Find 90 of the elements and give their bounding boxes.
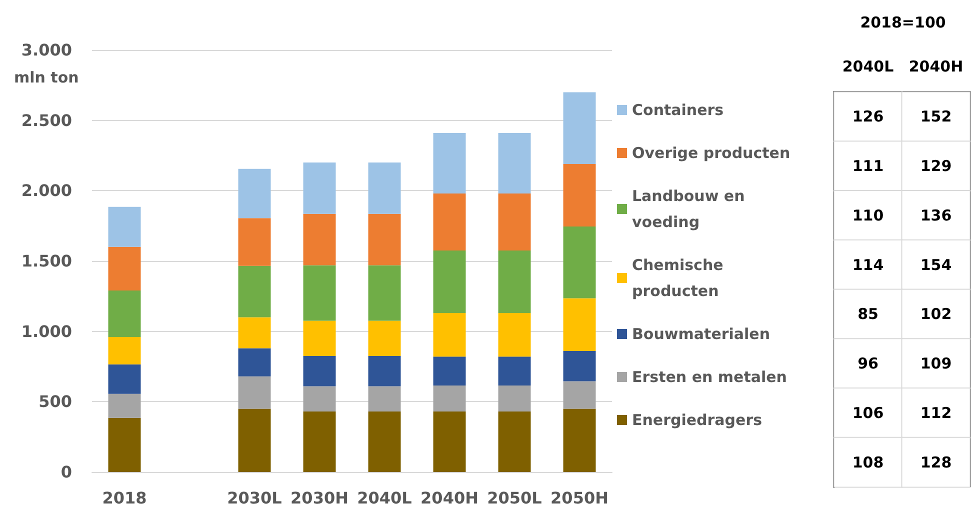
data-label: 136 xyxy=(920,206,952,224)
y-axis-title: mln ton xyxy=(14,68,79,86)
data-label: 106 xyxy=(852,404,884,422)
legend-label: Containers xyxy=(632,101,724,119)
bar xyxy=(433,385,466,412)
y-tick-label: 1.500 xyxy=(21,252,72,270)
bar xyxy=(433,193,466,250)
data-label: 114 xyxy=(852,256,884,274)
bar xyxy=(303,320,336,356)
bar xyxy=(498,250,531,314)
y-tick-label: 0 xyxy=(60,462,72,482)
bar xyxy=(368,320,401,356)
data-label: 111 xyxy=(852,157,884,176)
bar xyxy=(563,298,596,352)
bar xyxy=(108,336,141,364)
x-tick-label: 2018 xyxy=(102,488,147,508)
x-tick-label: 2030L xyxy=(227,488,282,508)
data-label: 112 xyxy=(920,404,952,422)
bar xyxy=(108,364,141,394)
bar xyxy=(368,356,401,386)
bar xyxy=(108,206,141,247)
data-label: 102 xyxy=(920,305,952,324)
data-label: 152 xyxy=(920,108,952,126)
bar xyxy=(498,313,531,357)
bar xyxy=(498,356,531,386)
data-label: 126 xyxy=(852,108,884,126)
bar xyxy=(433,412,466,472)
bar xyxy=(238,408,271,472)
legend-label: Energiedragers xyxy=(632,411,762,429)
bar xyxy=(563,381,596,409)
bar xyxy=(238,218,271,266)
data-label: 129 xyxy=(920,157,952,176)
bar xyxy=(303,265,336,321)
x-tick-label: 2040H xyxy=(420,488,478,508)
bar xyxy=(303,162,336,214)
x-tick-label: 2050H xyxy=(550,488,608,508)
bar xyxy=(303,356,336,386)
bar xyxy=(303,214,336,266)
bar xyxy=(238,168,271,218)
bar xyxy=(498,385,531,412)
data-label: 128 xyxy=(920,453,952,472)
bar xyxy=(368,214,401,266)
y-tick-label: 1.000 xyxy=(21,322,72,341)
bar xyxy=(433,313,466,357)
bar xyxy=(238,376,271,409)
bar xyxy=(433,356,466,386)
bar xyxy=(108,246,141,291)
legend-label: Ersten en metalen xyxy=(632,368,787,386)
bar xyxy=(303,386,336,412)
data-label: 109 xyxy=(920,354,952,373)
bar xyxy=(368,412,401,472)
data-label: 85 xyxy=(858,305,878,324)
bar xyxy=(563,226,596,298)
bar xyxy=(498,412,531,472)
bar xyxy=(563,92,596,164)
bar xyxy=(368,265,401,321)
bar xyxy=(108,394,141,418)
y-tick-label: 3.000 xyxy=(21,40,72,60)
bar xyxy=(498,193,531,250)
x-tick-label: 2040L xyxy=(842,58,894,76)
x-tick-label: 2050L xyxy=(487,488,542,508)
data-label: 108 xyxy=(852,453,884,472)
bar xyxy=(108,418,141,472)
bar xyxy=(563,164,596,227)
x-tick-label: 2030H xyxy=(290,488,348,508)
legend-label: Landbouw en voeding xyxy=(632,187,750,231)
bar xyxy=(108,290,141,337)
bar xyxy=(563,408,596,472)
bar xyxy=(433,132,466,194)
bar xyxy=(563,351,596,382)
bar xyxy=(238,266,271,318)
y-tick-label: 500 xyxy=(38,392,72,412)
data-label: 96 xyxy=(858,354,878,373)
y-tick-label: 2.500 xyxy=(21,110,72,130)
legend-label: Bouwmaterialen xyxy=(632,325,770,343)
bar xyxy=(238,317,271,348)
bar xyxy=(433,250,466,314)
bar xyxy=(368,386,401,412)
bar xyxy=(303,412,336,472)
data-label: 154 xyxy=(920,256,952,274)
legend-label: Chemische producten xyxy=(632,256,729,300)
bar xyxy=(238,348,271,376)
legend-label: Overige producten xyxy=(632,144,790,162)
y-tick-label: 2.000 xyxy=(21,181,72,200)
x-tick-label: 2040H xyxy=(908,58,964,76)
bar xyxy=(368,162,401,214)
x-tick-label: 2040L xyxy=(357,488,412,508)
bar xyxy=(498,132,531,194)
data-label: 110 xyxy=(852,206,884,224)
chart-title: 2018=100 xyxy=(860,14,946,32)
